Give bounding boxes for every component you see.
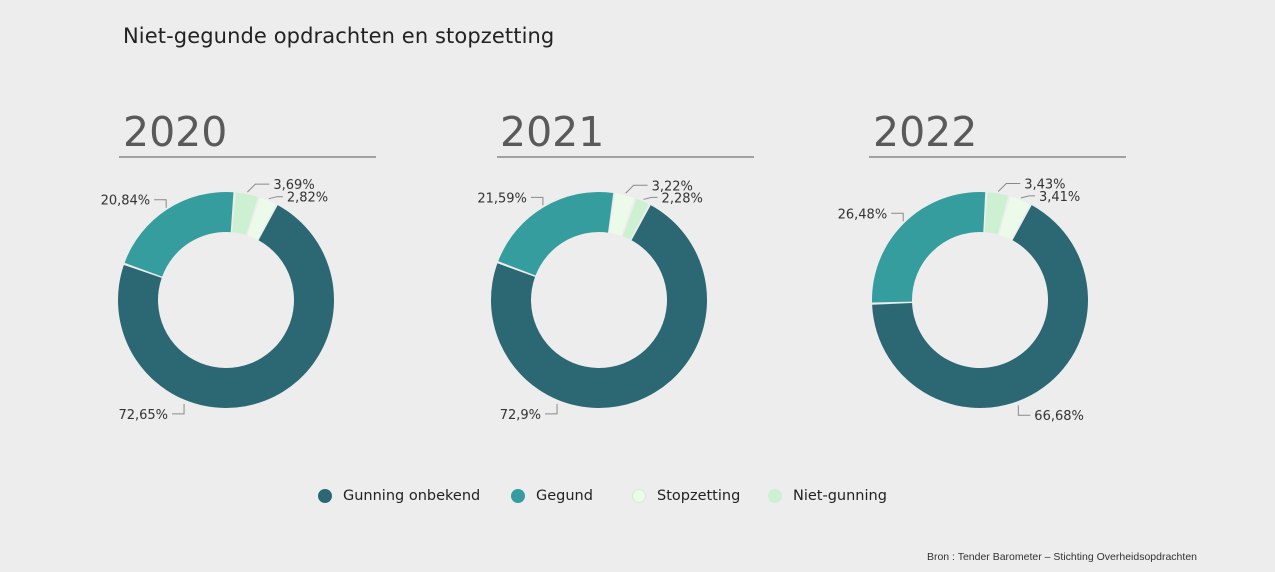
donut-chart-2020: 2020 72,65% 20,84% 3,69%2,82% [101, 108, 376, 423]
legend-label: Gegund [536, 488, 593, 504]
legend-swatch-stopzetting [632, 489, 646, 503]
slice-label-niet-gunning: 3,69% [273, 178, 314, 193]
year-label: 2021 [500, 108, 604, 156]
legend-label: Stopzetting [657, 488, 741, 504]
legend-item-niet-gunning: Niet-gunning [768, 488, 887, 504]
slice-label-stopzetting: 3,22% [652, 179, 693, 194]
legend-item-stopzetting: Stopzetting [632, 488, 740, 504]
slice-label-gunning-onbekend: 72,9% [500, 408, 541, 423]
year-label: 2022 [873, 108, 977, 156]
slice-niet-gunning [232, 192, 259, 236]
slice-niet-gunning [984, 192, 1009, 235]
leader-line [247, 183, 270, 193]
leader-line [268, 196, 283, 200]
slice-label-gegund: 21,59% [477, 191, 527, 206]
slice-gegund [872, 192, 986, 303]
year-label: 2020 [123, 108, 227, 156]
leader-line [530, 196, 544, 206]
leader-line [1017, 405, 1031, 416]
leader-line [625, 184, 648, 194]
chart-title: Niet-gegunde opdrachten en stopzetting [123, 24, 555, 48]
slice-gegund [124, 192, 234, 277]
slice-gunning-onbekend [872, 205, 1088, 408]
legend: Gunning onbekend Gegund Stopzetting Niet… [0, 488, 1275, 512]
legend-swatch-niet-gunning [768, 489, 782, 503]
slice-stopzetting [999, 196, 1030, 240]
leader-line [643, 196, 658, 200]
slice-gegund [498, 191, 614, 276]
slice-stopzetting [247, 197, 276, 240]
legend-item-gegund: Gegund [511, 488, 593, 504]
leader-line [172, 403, 185, 415]
leader-line [891, 212, 904, 222]
slice-label-niet-gunning: 3,43% [1024, 178, 1065, 193]
source-note: Bron : Tender Barometer – Stichting Over… [926, 551, 1197, 563]
legend-item-gunning-onbekend: Gunning onbekend [318, 488, 480, 504]
legend-label: Gunning onbekend [343, 488, 481, 504]
legend-label: Niet-gunning [793, 488, 887, 504]
slice-label-gegund: 26,48% [838, 207, 888, 222]
slice-gunning-onbekend [491, 205, 707, 408]
donut-chart-2021: 2021 72,9% 21,59% 3,22%2,28% [477, 108, 754, 423]
leader-line [997, 183, 1021, 192]
slice-stopzetting [609, 193, 635, 236]
leader-line [1020, 195, 1035, 199]
slice-label-gunning-onbekend: 72,65% [118, 408, 168, 423]
donut-chart-2022: 2022 66,68% 26,48% 3,43%3,41% [838, 108, 1126, 424]
legend-swatch-gegund [511, 489, 525, 503]
slice-label-gunning-onbekend: 66,68% [1034, 409, 1084, 424]
slice-label-gegund: 20,84% [101, 194, 151, 209]
leader-line [154, 199, 167, 208]
slice-label-stopzetting: 2,82% [287, 191, 328, 206]
legend-swatch-gunning-onbekend [318, 489, 332, 503]
slice-label-niet-gunning: 2,28% [662, 191, 703, 206]
leader-line [545, 403, 558, 415]
slice-gunning-onbekend [117, 205, 334, 408]
slice-niet-gunning [622, 198, 649, 240]
slice-label-stopzetting: 3,41% [1039, 190, 1080, 205]
